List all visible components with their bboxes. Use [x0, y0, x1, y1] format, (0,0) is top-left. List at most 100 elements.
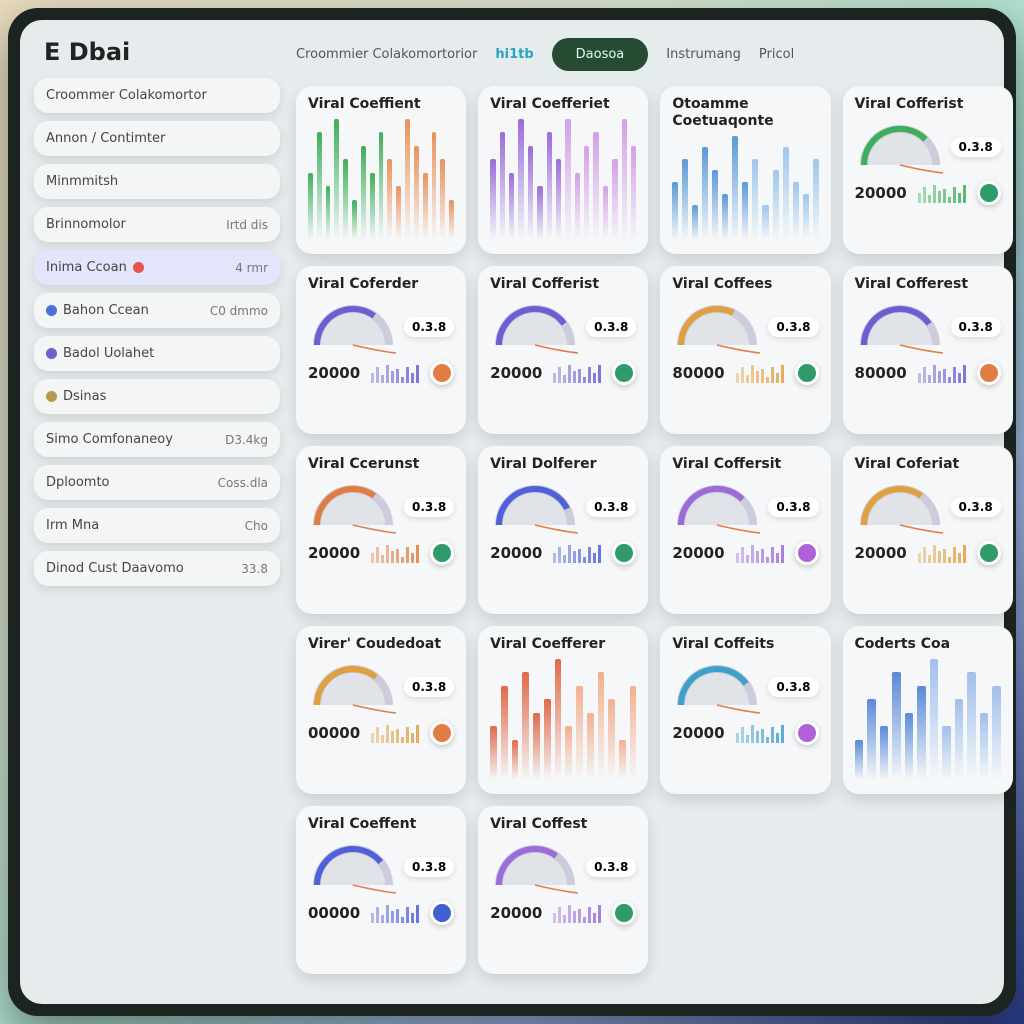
metric-card[interactable]: Viral Coferiat 0.3.8 20000	[842, 446, 1013, 614]
bar-chart	[308, 118, 455, 240]
sidebar-item[interactable]: Dinod Cust Daavomo 33.8	[34, 551, 280, 586]
action-button[interactable]	[976, 360, 1001, 385]
sidebar-item[interactable]: Badol Uolahet	[34, 336, 280, 371]
mini-bar-chart	[371, 903, 420, 923]
metric-card[interactable]: Viral Cofferist 0.3.8 20000	[478, 266, 649, 434]
mini-bar	[558, 546, 562, 563]
mini-bar-chart	[735, 723, 784, 743]
metric-card[interactable]: Viral Coeffent 0.3.8 00000	[296, 806, 467, 974]
sidebar-item[interactable]: Simo Comfonaneoy D3.4kg	[34, 422, 280, 457]
chart-bar	[378, 132, 384, 240]
action-button[interactable]	[794, 720, 819, 745]
chart-card[interactable]: Coderts Coa	[842, 626, 1013, 794]
mini-bar	[780, 364, 784, 383]
mini-bar	[735, 372, 739, 383]
sidebar-item[interactable]: Croommer Colakomortor	[34, 78, 280, 113]
metric-value: 0.3.8	[950, 136, 1001, 157]
mini-bar	[563, 914, 567, 923]
mini-bar	[411, 372, 415, 383]
mini-bar	[942, 368, 946, 383]
gauge-needle	[899, 524, 943, 534]
sidebar-item[interactable]: Brinnomolor Irtd dis	[34, 207, 280, 242]
action-button[interactable]	[794, 360, 819, 385]
chart-card[interactable]: Viral Coefferer	[478, 626, 649, 794]
gauge-chart	[859, 304, 943, 354]
chart-card[interactable]: Viral Coefferiet	[478, 86, 649, 254]
metric-count: 20000	[308, 363, 361, 382]
chart-bar	[802, 193, 809, 240]
card-title: Viral Coeffient	[308, 96, 421, 112]
action-button[interactable]	[976, 180, 1001, 205]
topbar-item[interactable]: Croommier Colakomortorior	[296, 46, 478, 62]
mini-bar	[371, 912, 375, 923]
metric-card[interactable]: Viral Cofferist 0.3.8 20000	[842, 86, 1013, 254]
action-button[interactable]	[794, 540, 819, 565]
gauge-row: 0.3.8	[855, 479, 1001, 535]
mini-bar	[381, 374, 385, 383]
gauge-row: 0.3.8	[855, 299, 1001, 355]
chart-card[interactable]: Otoamme Coetuaqonte	[660, 86, 831, 254]
sidebar-item[interactable]: Annon / Contimter	[34, 121, 280, 156]
primary-button[interactable]: Daosoa	[551, 37, 649, 71]
chart-bar	[608, 699, 615, 780]
chart-card[interactable]: Viral Coeffient	[296, 86, 467, 254]
sidebar-item[interactable]: Dploomto Coss.dla	[34, 465, 280, 500]
action-button[interactable]	[612, 360, 637, 385]
metric-card[interactable]: Viral Coffeits 0.3.8 20000	[660, 626, 831, 794]
topbar-item[interactable]: Instrumang	[666, 46, 741, 62]
chart-bar	[369, 172, 375, 240]
topbar-item[interactable]: hi1tb	[495, 46, 534, 62]
action-button[interactable]	[430, 900, 455, 925]
sidebar-item[interactable]: Dsinas	[34, 379, 280, 414]
mini-bar	[760, 548, 764, 563]
metric-value: 0.3.8	[404, 496, 455, 517]
metric-card[interactable]: Viral Coferder 0.3.8 20000	[296, 266, 467, 434]
metric-card[interactable]: Virer' Coudedoat 0.3.8 00000	[296, 626, 467, 794]
action-button[interactable]	[430, 540, 455, 565]
chart-bar	[612, 159, 618, 240]
action-button[interactable]	[612, 900, 637, 925]
metric-card[interactable]: Viral Dolferer 0.3.8 20000	[478, 446, 649, 614]
metric-card[interactable]: Viral Cofferest 0.3.8 80000	[842, 266, 1013, 434]
mini-bar	[780, 544, 784, 563]
chart-bar	[672, 182, 679, 240]
mini-bar	[396, 368, 400, 383]
metric-card[interactable]: Viral Coffees 0.3.8 80000	[660, 266, 831, 434]
action-button[interactable]	[612, 540, 637, 565]
mini-bar	[588, 546, 592, 563]
chart-bar	[576, 685, 583, 780]
action-button[interactable]	[430, 360, 455, 385]
card-grid: Viral Coeffient Viral Coefferiet Otoamme C…	[296, 86, 1013, 974]
gauge-fill	[678, 665, 749, 705]
mini-bar	[917, 372, 921, 383]
filter-label[interactable]: Pricol	[758, 46, 795, 62]
sidebar-item[interactable]: Bahon Ccean C0 dmmo	[34, 293, 280, 328]
metric-row: 20000	[308, 360, 455, 385]
metric-card[interactable]: Viral Coffest 0.3.8 20000	[478, 806, 649, 974]
mini-bar	[780, 724, 784, 743]
mini-bar	[573, 910, 577, 923]
gauge-fill	[678, 305, 735, 345]
action-button[interactable]	[430, 720, 455, 745]
action-button[interactable]	[976, 540, 1001, 565]
card-title: Virer' Coudedoat	[308, 636, 442, 652]
mini-bar-chart	[735, 363, 784, 383]
sidebar-item-label: Simo Comfonaneoy	[46, 432, 173, 447]
mini-bar	[381, 734, 385, 743]
mini-bar	[406, 726, 410, 743]
mini-bar	[391, 370, 395, 383]
chart-bar	[565, 726, 573, 780]
metric-row: 20000	[855, 180, 1001, 205]
chart-bar	[490, 726, 497, 780]
mini-bar-chart	[553, 543, 602, 563]
gauge-chart	[859, 124, 943, 174]
metric-card[interactable]: Viral Coffersit 0.3.8 20000	[660, 446, 831, 614]
sidebar-item[interactable]: Irm Mna Cho	[34, 508, 280, 543]
metric-card[interactable]: Viral Ccerunst 0.3.8 20000	[296, 446, 467, 614]
sidebar-item[interactable]: Minmmitsh	[34, 164, 280, 199]
sidebar-item-meta: C0 dmmo	[209, 303, 268, 318]
mini-bar	[957, 552, 961, 563]
sidebar-item-label: Irm Mna	[46, 518, 99, 533]
metric-count: 20000	[672, 543, 725, 562]
sidebar-item[interactable]: Inima Ccoan 4 rmr	[34, 250, 280, 285]
